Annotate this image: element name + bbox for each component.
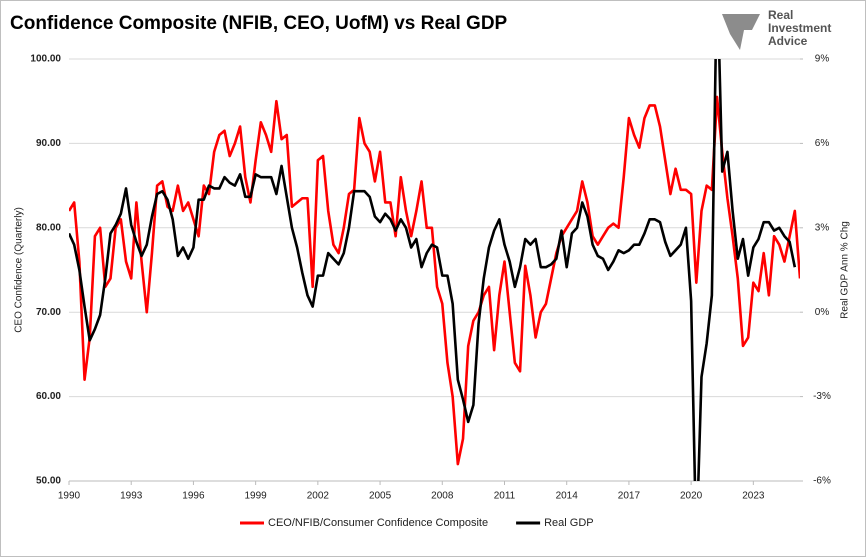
x-tick-label: 1993: [120, 491, 143, 502]
y2-tick-label: 0%: [815, 307, 830, 318]
x-tick-label: 2023: [742, 491, 765, 502]
series-line: [69, 59, 797, 481]
legend-label: CEO/NFIB/Consumer Confidence Composite: [268, 517, 488, 529]
y2-tick-label: 3%: [815, 222, 830, 233]
logo-text: Investment: [768, 21, 831, 35]
y2-tick-label: 6%: [815, 138, 830, 149]
x-tick-label: 2014: [556, 491, 579, 502]
y-tick-label: 50.00: [36, 476, 61, 487]
y-tick-label: 60.00: [36, 391, 61, 402]
logo-icon: [722, 14, 760, 50]
legend-label: Real GDP: [544, 517, 594, 529]
x-tick-label: 1999: [245, 491, 268, 502]
chart-title: Confidence Composite (NFIB, CEO, UofM) v…: [10, 13, 508, 34]
logo-text: Advice: [768, 34, 808, 48]
logo: Real Investment Advice: [722, 8, 831, 50]
y2-axis-label: Real GDP Ann % Chg: [840, 221, 851, 319]
y2-tick-label: 9%: [815, 54, 830, 65]
x-tick-label: 2020: [680, 491, 703, 502]
y-tick-label: 90.00: [36, 138, 61, 149]
x-tick-label: 2011: [494, 491, 516, 502]
x-tick-label: 2017: [618, 491, 641, 502]
plot-area: [69, 59, 800, 481]
y-axis-label: CEO Confidence (Quarterly): [14, 207, 25, 333]
x-tick-label: 2002: [307, 491, 330, 502]
y-tick-label: 70.00: [36, 307, 61, 318]
y-tick-label: 100.00: [30, 54, 61, 65]
x-tick-label: 2008: [431, 491, 454, 502]
x-tick-label: 1996: [182, 491, 205, 502]
y2-tick-label: -6%: [813, 476, 831, 487]
x-tick-label: 1990: [58, 491, 81, 502]
y2-tick-label: -3%: [813, 391, 831, 402]
y-tick-label: 80.00: [36, 222, 61, 233]
logo-text: Real: [768, 8, 793, 22]
x-tick-label: 2005: [369, 491, 392, 502]
series-line: [69, 95, 800, 466]
